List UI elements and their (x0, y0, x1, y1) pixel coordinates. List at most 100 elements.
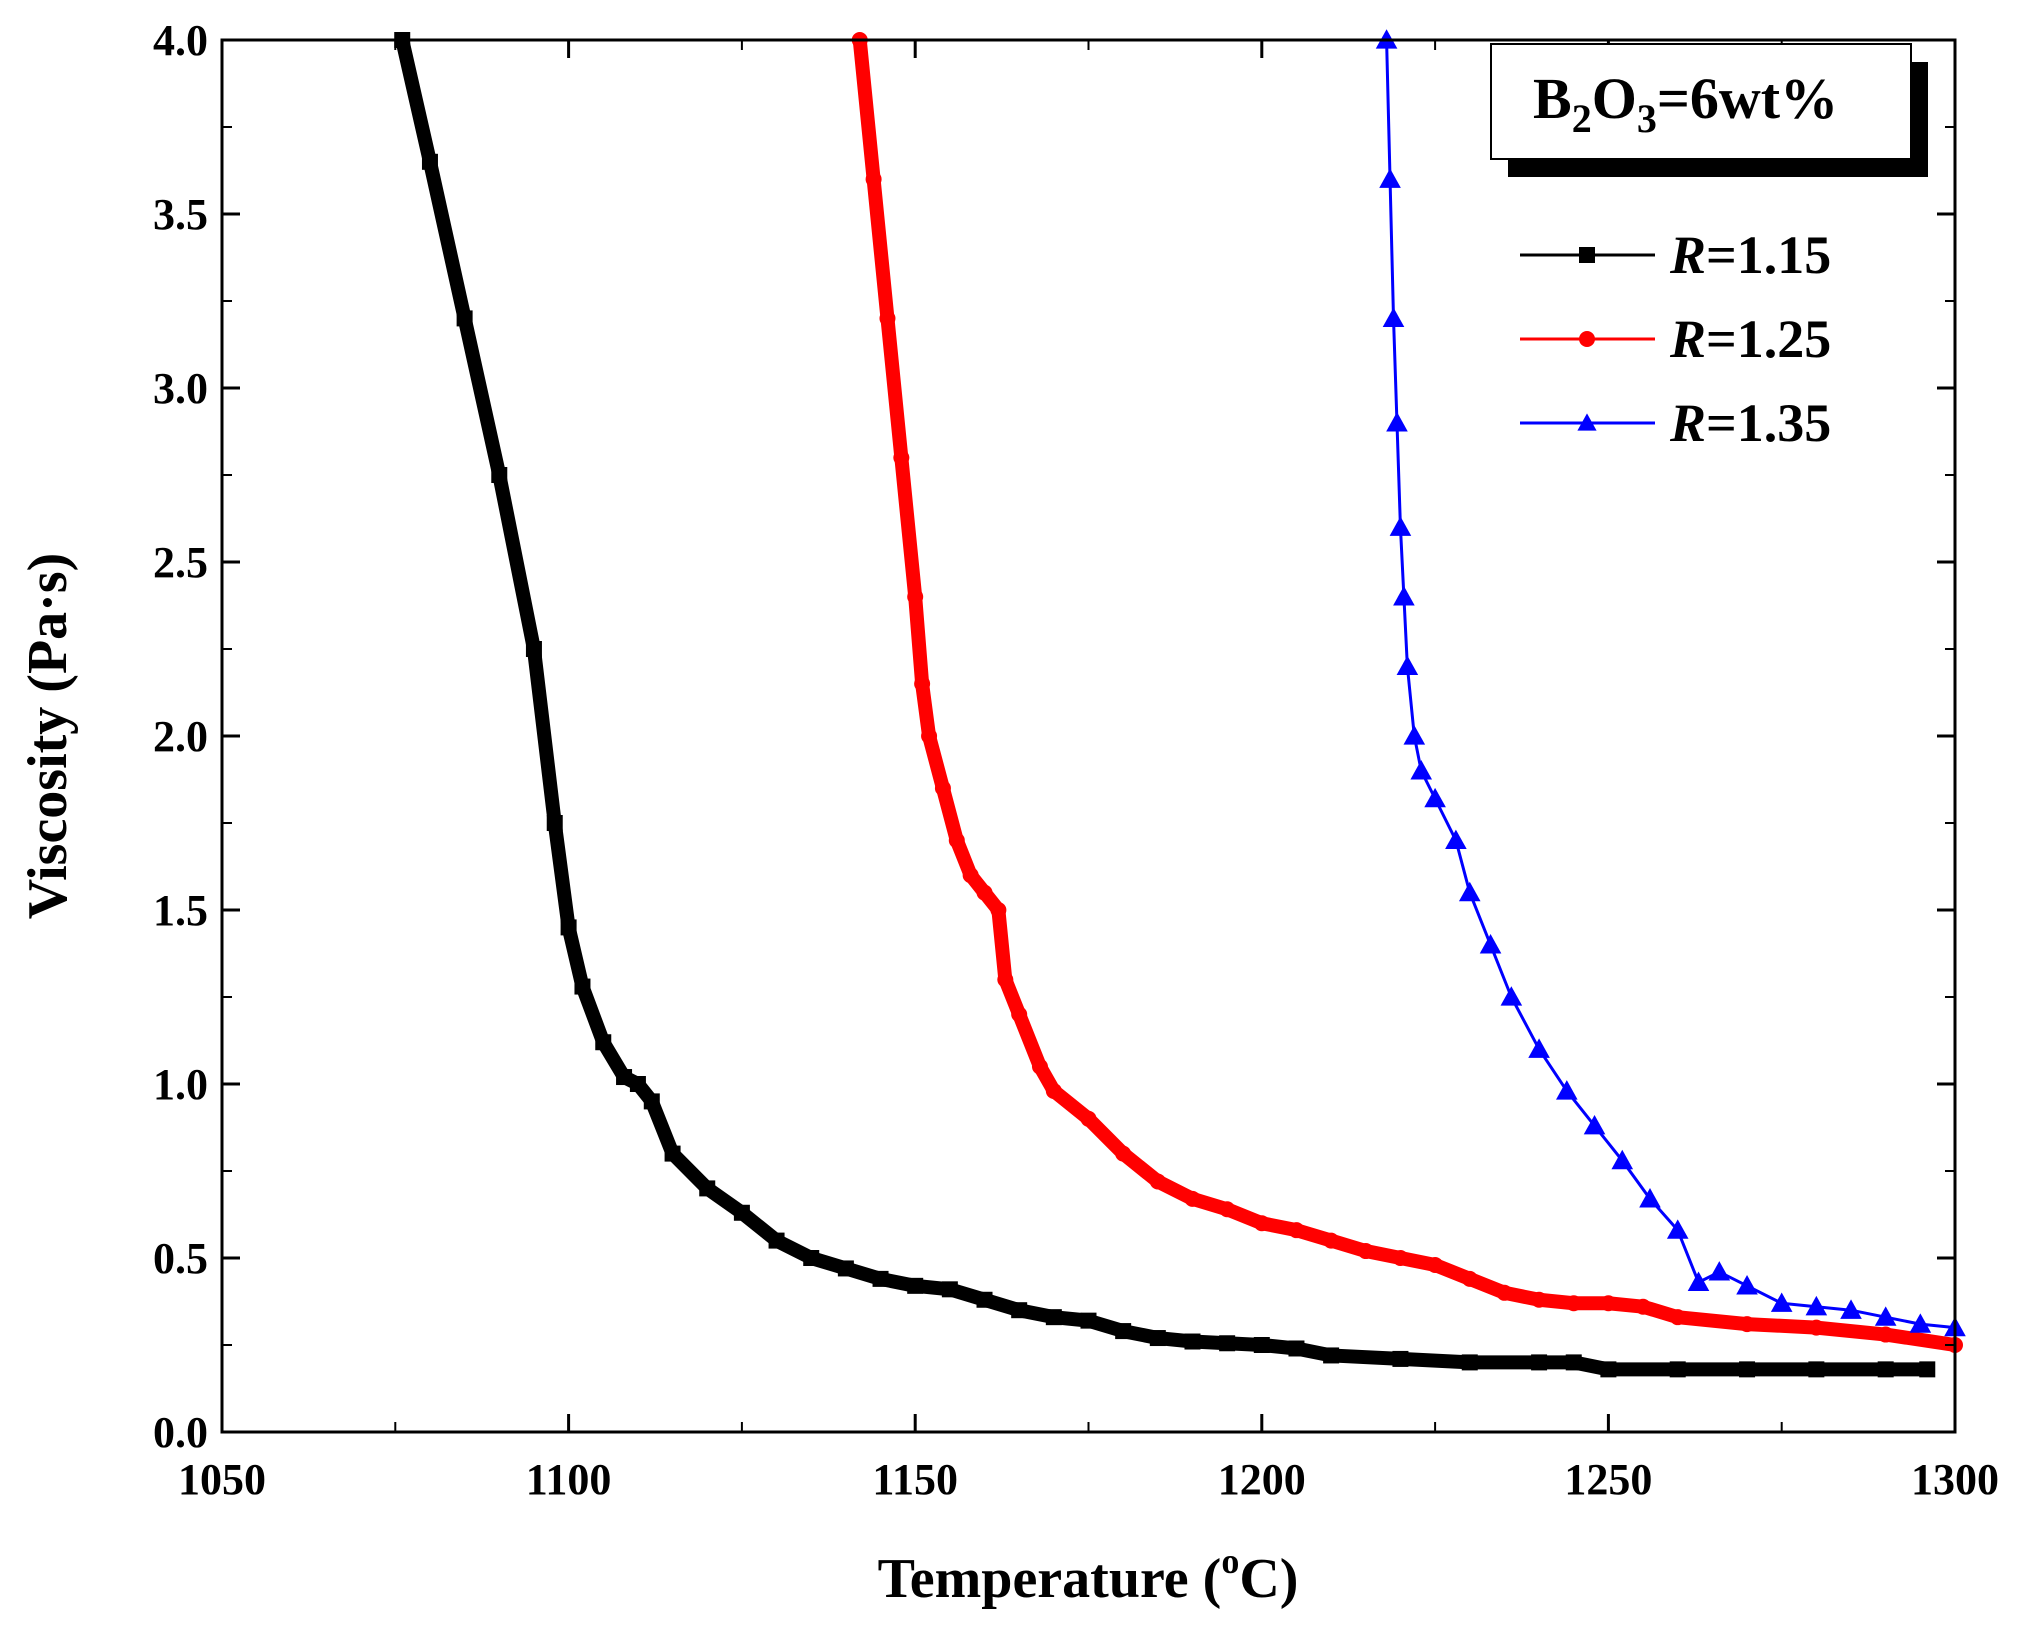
data-point (643, 1093, 660, 1110)
data-point (1253, 1215, 1270, 1232)
legend-label-val: =1.35 (1706, 393, 1831, 453)
y-tick-label: 3.0 (153, 364, 208, 413)
data-point (803, 1250, 820, 1266)
data-point (1011, 1006, 1028, 1023)
data-point (934, 780, 951, 797)
data-point (1323, 1232, 1340, 1249)
data-point (1687, 1271, 1710, 1291)
data-point (907, 588, 924, 605)
data-point (1357, 1243, 1374, 1260)
data-point (1583, 1114, 1606, 1135)
annotation-rest: =6wt% (1657, 66, 1838, 131)
data-point (1149, 1330, 1166, 1347)
data-point (1424, 787, 1446, 808)
annotation-box: B2O3=6wt% (1490, 43, 1928, 177)
y-tick-label: 1.0 (153, 1060, 208, 1109)
data-point (1479, 934, 1502, 954)
data-point (865, 171, 882, 188)
annotation-o: O (1592, 66, 1637, 131)
legend-marker (1579, 247, 1595, 263)
y-tick-label: 2.5 (153, 538, 208, 587)
y-tick-label: 4.0 (153, 16, 208, 65)
data-point (546, 815, 563, 831)
data-point (907, 1277, 924, 1294)
data-point (1611, 1149, 1634, 1170)
data-point (1149, 1173, 1166, 1190)
data-point (1500, 986, 1523, 1006)
data-point (733, 1204, 750, 1221)
x-tick-label: 1300 (1911, 1455, 1999, 1504)
data-point (560, 919, 577, 936)
data-point (1115, 1145, 1132, 1162)
data-point (664, 1145, 681, 1162)
data-point (421, 153, 438, 170)
legend-label: R=1.15 (1669, 225, 1831, 285)
data-point (1445, 829, 1467, 850)
data-point (1396, 655, 1419, 676)
data-point (1805, 1295, 1828, 1316)
data-point (491, 467, 508, 483)
data-point (1600, 1361, 1617, 1378)
data-point (1403, 725, 1426, 745)
legend-label: R=1.35 (1669, 393, 1831, 453)
data-point (921, 728, 938, 744)
legend-label-var: R (1669, 393, 1706, 453)
data-point (872, 1270, 889, 1287)
series-R=1.15 (394, 32, 1936, 1378)
data-point (1739, 1316, 1756, 1333)
data-point (962, 867, 979, 884)
data-point (1556, 1080, 1578, 1100)
data-point (976, 884, 993, 901)
data-point (616, 1069, 633, 1086)
x-tick-label: 1200 (1218, 1455, 1306, 1504)
y-tick-label: 2.0 (153, 712, 208, 761)
y-tick-label: 1.5 (153, 886, 208, 935)
annotation-label: B2O3=6wt% (1533, 66, 1838, 141)
data-point (1253, 1337, 1270, 1353)
annotation-b: B (1533, 66, 1572, 131)
x-tick-label: 1150 (872, 1455, 958, 1504)
data-point (1389, 516, 1412, 536)
annotation-frame (1490, 43, 1912, 160)
data-point (1386, 412, 1408, 432)
x-axis-title-text: Temperature ( (878, 1548, 1222, 1610)
data-point (1323, 1347, 1340, 1364)
data-point (1635, 1298, 1652, 1315)
data-point (1565, 1354, 1582, 1371)
data-point (1909, 1313, 1932, 1333)
data-point (1382, 307, 1405, 328)
data-point (1528, 1038, 1550, 1058)
annotation-sub-2: 2 (1572, 96, 1592, 141)
data-point (1808, 1361, 1825, 1378)
data-point (879, 310, 896, 327)
legend: R=1.15R=1.25R=1.35 (1520, 225, 1831, 453)
data-point (629, 1076, 646, 1092)
legend-label: R=1.25 (1669, 309, 1831, 369)
x-axis-title-unit: C) (1239, 1548, 1298, 1610)
data-point (1808, 1319, 1825, 1336)
data-point (595, 1034, 612, 1051)
data-point (574, 978, 591, 995)
y-tick-label: 0.5 (153, 1234, 208, 1283)
data-point (1565, 1295, 1582, 1312)
legend-marker (1577, 413, 1597, 431)
data-point (1288, 1222, 1305, 1239)
y-axis-title: Viscosity (Pa·s) (17, 553, 79, 920)
data-point (1115, 1323, 1132, 1340)
y-tick-label: 0.0 (153, 1408, 208, 1457)
data-point (1496, 1284, 1513, 1301)
data-point (1874, 1306, 1897, 1326)
y-tick-label: 3.5 (153, 190, 208, 239)
data-point (948, 832, 965, 849)
data-point (1666, 1219, 1689, 1239)
data-point (1393, 586, 1415, 606)
data-point (1080, 1312, 1097, 1329)
data-point (1877, 1326, 1894, 1343)
data-point (525, 641, 542, 657)
legend-label-var: R (1669, 225, 1706, 285)
data-point (1458, 881, 1481, 902)
data-point (1669, 1361, 1686, 1378)
data-point (976, 1291, 993, 1308)
legend-label-var: R (1669, 309, 1706, 369)
annotation-sub-3: 3 (1637, 96, 1657, 141)
